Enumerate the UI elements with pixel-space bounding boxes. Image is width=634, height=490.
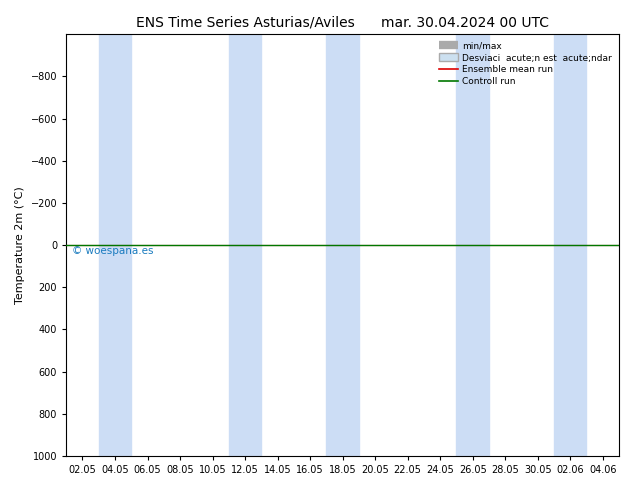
Y-axis label: Temperature 2m (°C): Temperature 2m (°C) (15, 186, 25, 304)
Title: ENS Time Series Asturias/Aviles      mar. 30.04.2024 00 UTC: ENS Time Series Asturias/Aviles mar. 30.… (136, 15, 549, 29)
Bar (456, 34, 489, 456)
Legend: min/max, Desviaci  acute;n est  acute;ndar, Ensemble mean run, Controll run: min/max, Desviaci acute;n est acute;ndar… (436, 38, 616, 90)
Text: © woespana.es: © woespana.es (72, 246, 153, 256)
Bar (229, 34, 261, 456)
Bar (327, 34, 359, 456)
Bar (99, 34, 131, 456)
Bar (554, 34, 586, 456)
